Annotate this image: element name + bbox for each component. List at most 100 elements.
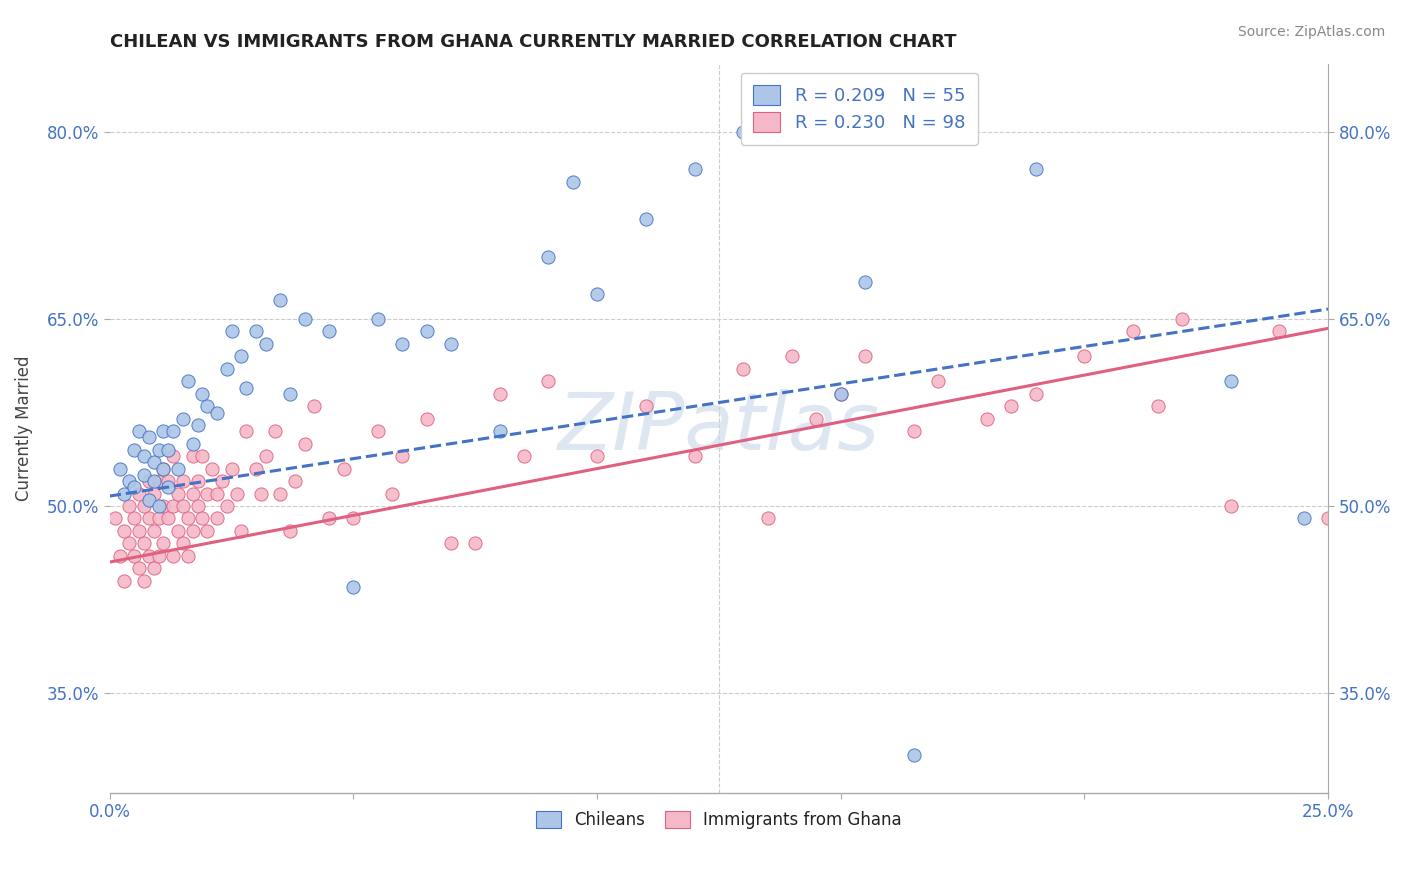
Point [225, 486, 247, 500]
Point [367, 312, 389, 326]
Point [1000, 399, 1022, 413]
Point [733, 125, 755, 139]
Point [104, 511, 127, 525]
Point [152, 461, 174, 475]
Point [537, 250, 560, 264]
Point [162, 549, 184, 563]
Point [294, 312, 316, 326]
Point [112, 524, 135, 538]
Point [903, 424, 925, 438]
Point [112, 486, 135, 500]
Point [167, 461, 190, 475]
Point [172, 536, 194, 550]
Point [157, 480, 180, 494]
Point [157, 474, 180, 488]
Point [391, 449, 413, 463]
Point [927, 375, 949, 389]
Point [634, 399, 657, 413]
Point [172, 499, 194, 513]
Point [1025, 162, 1047, 177]
Point [138, 430, 160, 444]
Point [269, 486, 291, 500]
Point [367, 424, 389, 438]
Point [191, 449, 214, 463]
Point [186, 499, 208, 513]
Point [157, 442, 180, 457]
Point [830, 386, 852, 401]
Point [245, 325, 267, 339]
Point [278, 386, 301, 401]
Point [235, 424, 257, 438]
Point [231, 524, 253, 538]
Point [152, 536, 174, 550]
Point [122, 480, 145, 494]
Point [586, 287, 609, 301]
Point [537, 375, 560, 389]
Point [195, 399, 218, 413]
Point [167, 524, 190, 538]
Point [108, 461, 131, 475]
Point [488, 386, 510, 401]
Point [177, 549, 200, 563]
Point [167, 486, 190, 500]
Point [250, 486, 273, 500]
Point [332, 461, 354, 475]
Point [138, 511, 160, 525]
Point [806, 411, 828, 425]
Point [1317, 511, 1340, 525]
Text: CHILEAN VS IMMIGRANTS FROM GHANA CURRENTLY MARRIED CORRELATION CHART: CHILEAN VS IMMIGRANTS FROM GHANA CURRENT… [110, 33, 956, 51]
Point [148, 549, 170, 563]
Point [221, 461, 243, 475]
Point [381, 486, 404, 500]
Point [148, 499, 170, 513]
Point [683, 162, 706, 177]
Point [488, 424, 510, 438]
Point [464, 536, 486, 550]
Point [634, 212, 657, 227]
Point [132, 449, 155, 463]
Point [1146, 399, 1168, 413]
Point [264, 424, 287, 438]
Point [1268, 325, 1291, 339]
Point [181, 486, 204, 500]
Point [235, 380, 257, 394]
Point [304, 399, 326, 413]
Point [318, 511, 340, 525]
Point [142, 561, 165, 575]
Point [976, 411, 998, 425]
Point [1292, 511, 1315, 525]
Point [195, 486, 218, 500]
Point [148, 511, 170, 525]
Point [586, 449, 609, 463]
Point [201, 461, 224, 475]
Point [148, 442, 170, 457]
Point [853, 275, 876, 289]
Point [440, 337, 463, 351]
Point [415, 411, 437, 425]
Point [108, 549, 131, 563]
Point [215, 499, 238, 513]
Y-axis label: Currently Married: Currently Married [15, 355, 32, 500]
Point [142, 486, 165, 500]
Point [128, 424, 150, 438]
Point [181, 436, 204, 450]
Point [132, 467, 155, 482]
Point [284, 474, 307, 488]
Point [162, 449, 184, 463]
Point [254, 337, 277, 351]
Point [132, 574, 155, 588]
Point [853, 350, 876, 364]
Text: Source: ZipAtlas.com: Source: ZipAtlas.com [1237, 25, 1385, 39]
Point [205, 405, 228, 419]
Point [172, 411, 194, 425]
Point [561, 175, 583, 189]
Point [231, 350, 253, 364]
Point [756, 511, 779, 525]
Point [118, 474, 141, 488]
Point [172, 474, 194, 488]
Point [1219, 375, 1241, 389]
Point [186, 474, 208, 488]
Point [513, 449, 536, 463]
Point [415, 325, 437, 339]
Point [132, 499, 155, 513]
